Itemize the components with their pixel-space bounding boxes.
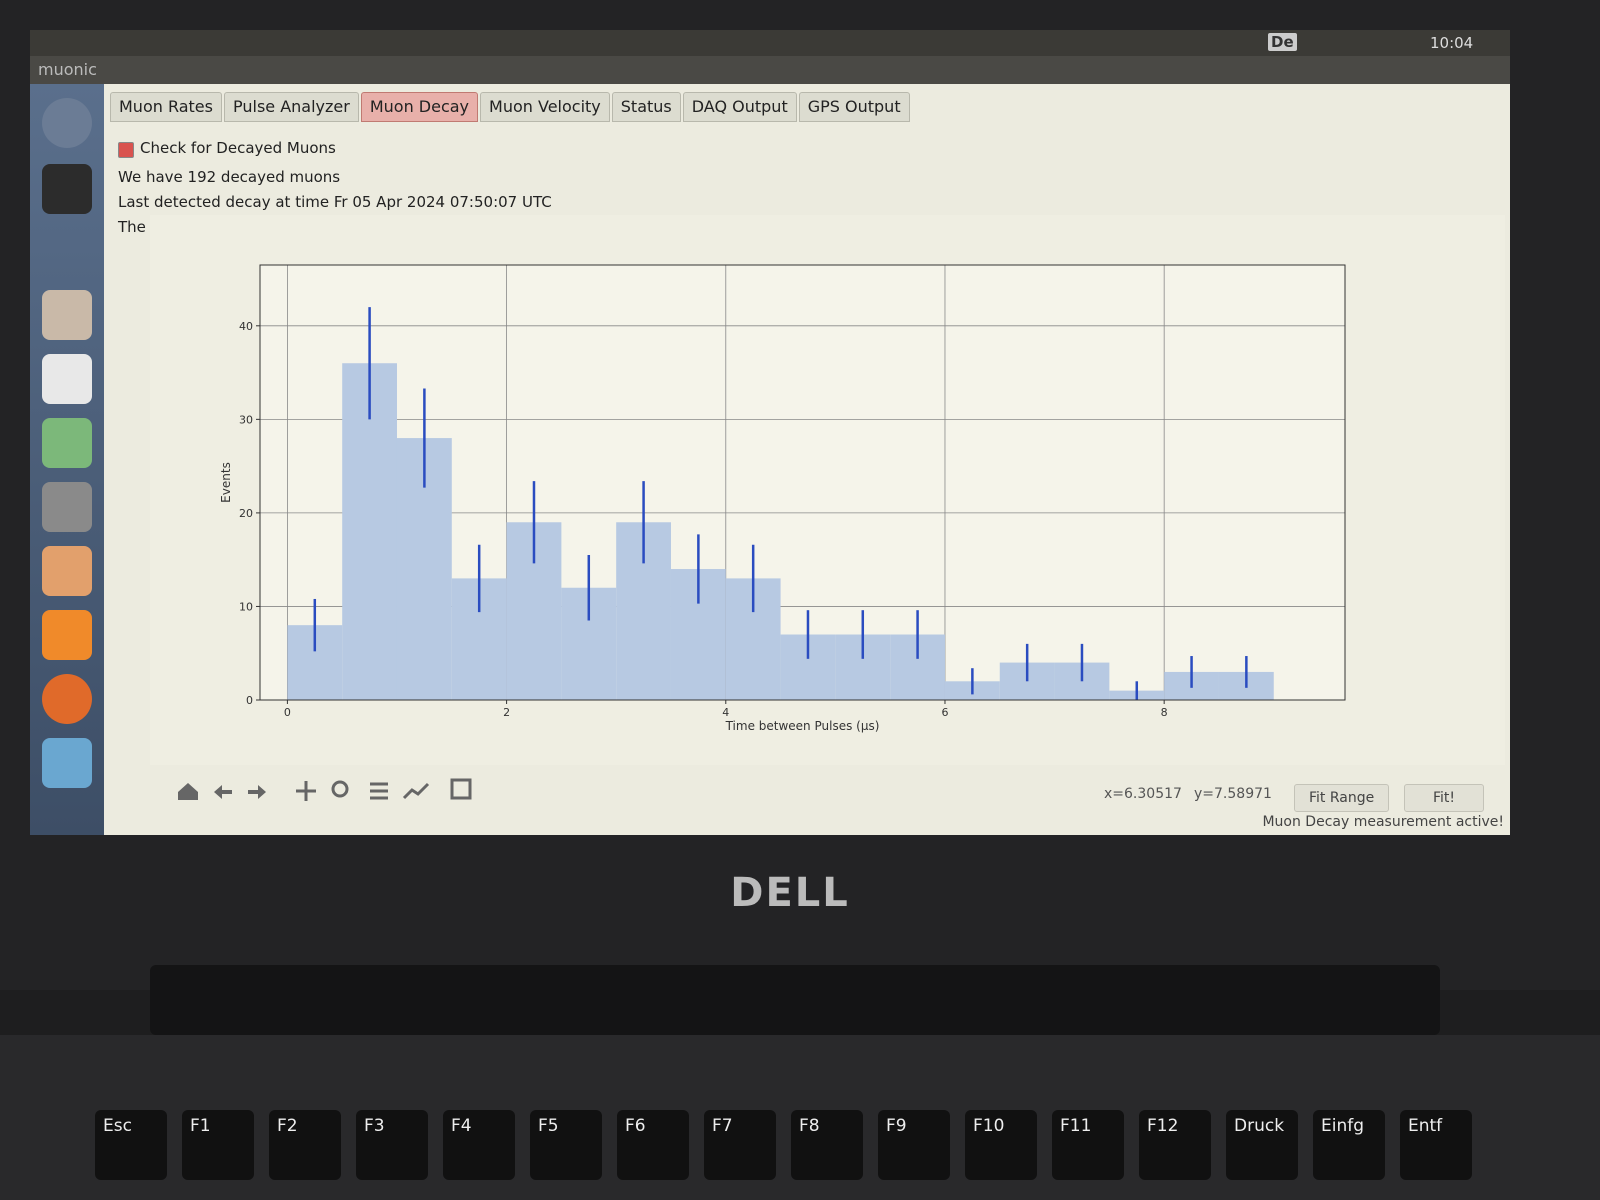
key[interactable]: F1 [182, 1110, 254, 1180]
brand-logo: DELL [730, 870, 850, 916]
window-content: Muon Rates Pulse Analyzer Muon Decay Muon V… [104, 84, 1510, 835]
launcher-icon[interactable] [42, 98, 92, 148]
key[interactable]: F12 [1139, 1110, 1211, 1180]
tab[interactable]: Muon Decay [360, 92, 479, 122]
key[interactable]: Druck [1226, 1110, 1298, 1180]
y-coordinate: y=7.58971 [1194, 786, 1272, 802]
x-coordinate: x=6.30517 [1104, 786, 1182, 802]
tab[interactable]: GPS Output [798, 92, 910, 122]
key[interactable]: F10 [965, 1110, 1037, 1180]
tab[interactable]: Muon Rates [110, 92, 222, 122]
info-line: We have 192 decayed muons [118, 168, 341, 186]
launcher-icon[interactable] [42, 290, 92, 340]
key[interactable]: F7 [704, 1110, 776, 1180]
launcher-icon[interactable] [42, 354, 92, 404]
key[interactable]: F5 [530, 1110, 602, 1180]
fit-range-button[interactable]: Fit Range [1294, 784, 1390, 812]
window-title: muonic [38, 60, 97, 79]
tab[interactable]: Status [611, 92, 681, 122]
key[interactable]: Esc [95, 1110, 167, 1180]
key[interactable]: Einfg [1313, 1110, 1385, 1180]
info-line: The measurement is active since Mi 03 Ap… [118, 218, 593, 236]
clock[interactable]: 10:04 [1430, 34, 1474, 52]
tab[interactable]: DAQ Output [682, 92, 797, 122]
key[interactable]: F9 [878, 1110, 950, 1180]
launcher-icon[interactable] [42, 482, 92, 532]
key[interactable]: Entf [1400, 1110, 1472, 1180]
fit-button[interactable]: Fit! [1404, 784, 1484, 812]
info-line: Last detected decay at time Fr 05 Apr 20… [118, 193, 552, 211]
key[interactable]: F3 [356, 1110, 428, 1180]
key[interactable]: F6 [617, 1110, 689, 1180]
checkbox-label[interactable]: Check for Decayed Muons [140, 139, 336, 157]
launcher-icon[interactable] [42, 164, 92, 214]
key[interactable]: F4 [443, 1110, 515, 1180]
screen: De 10:04 muonic Muon Rates Pulse Analyzer… [30, 30, 1510, 835]
key[interactable]: F8 [791, 1110, 863, 1180]
launcher-icon[interactable] [42, 674, 92, 724]
key[interactable]: F2 [269, 1110, 341, 1180]
keyboard-layout[interactable]: De [1268, 33, 1297, 51]
tab[interactable]: Muon Velocity [480, 92, 610, 122]
top-panel: De 10:04 [30, 30, 1510, 56]
key[interactable]: F11 [1052, 1110, 1124, 1180]
launcher-icon[interactable] [42, 418, 92, 468]
launcher [30, 84, 104, 835]
checkbox[interactable] [118, 142, 134, 158]
launcher-icon[interactable] [42, 610, 92, 660]
launcher-icon[interactable] [42, 738, 92, 788]
tab[interactable]: Pulse Analyzer [223, 92, 359, 122]
hinge [150, 965, 1440, 1035]
status-bar: Muon Decay measurement active! [1262, 814, 1504, 830]
launcher-icon[interactable] [42, 546, 92, 596]
window-titlebar: muonic [30, 56, 1510, 84]
